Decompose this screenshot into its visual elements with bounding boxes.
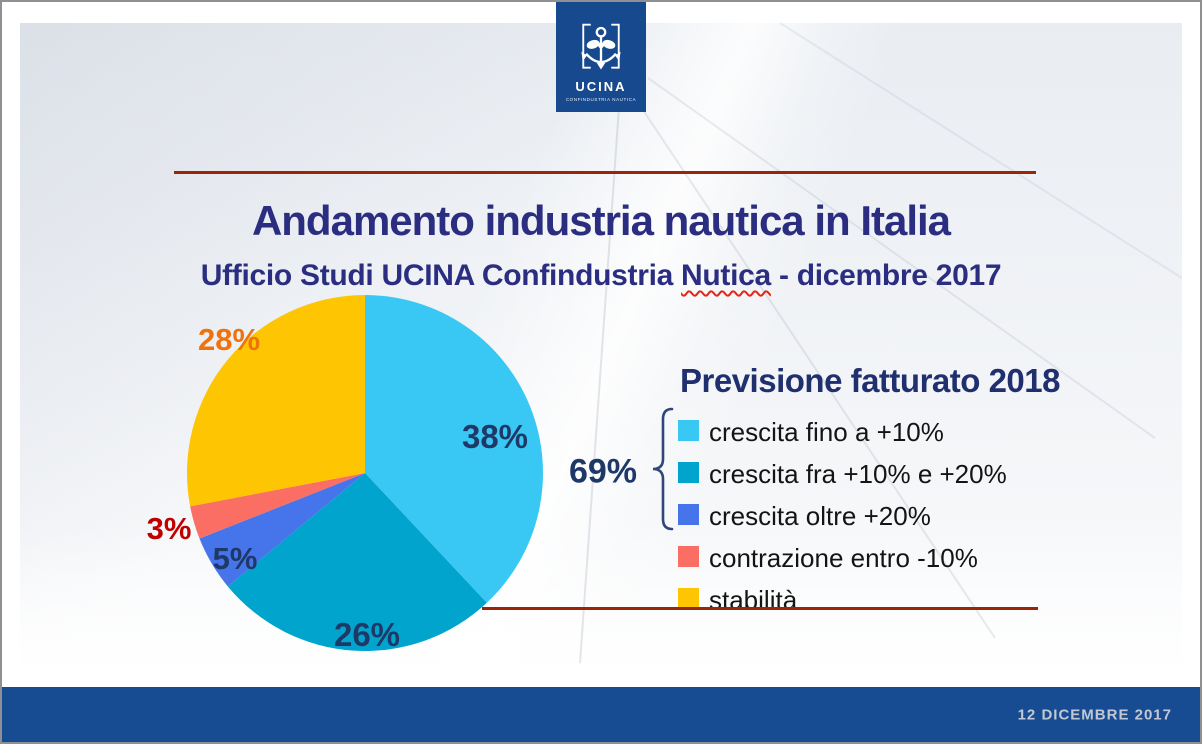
legend-group-brace xyxy=(652,407,674,531)
legend-title: Previsione fatturato 2018 xyxy=(680,362,1061,399)
pie-group-total-label: 69% xyxy=(568,452,638,491)
legend: crescita fino a +10% crescita fra +10% e… xyxy=(678,411,1007,621)
legend-swatch-salmon xyxy=(678,545,699,567)
legend-item-label: stabilità xyxy=(709,584,798,615)
legend-item: crescita oltre +20% xyxy=(678,495,1007,537)
legend-item: contrazione entro -10% xyxy=(678,537,1007,579)
pie-chart xyxy=(187,295,543,651)
pie-slice-2 xyxy=(199,473,365,587)
legend-item: crescita fino a +10% xyxy=(678,411,1007,453)
pie-label-contrazione: 3% xyxy=(146,511,192,546)
ucina-logo: UCINA CONFINDUSTRIA NAUTICA xyxy=(556,2,646,112)
subtitle-misspelled-word: Nutica xyxy=(681,259,771,292)
pie-label-crescita-fra: 26% xyxy=(333,616,401,653)
legend-item-label: crescita oltre +20% xyxy=(709,500,931,531)
logo-name: UCINA xyxy=(575,79,627,94)
legend-item-label: crescita fra +10% e +20% xyxy=(709,458,1007,489)
pie-slice-1 xyxy=(227,473,487,651)
legend-swatch-teal xyxy=(678,461,699,483)
legend-swatch-blue xyxy=(678,503,699,525)
legend-item: stabilità xyxy=(678,579,1007,621)
anchor-propeller-icon xyxy=(581,23,621,70)
slide-title: Andamento industria nautica in Italia xyxy=(251,197,951,244)
pie-label-stabilita: 28% xyxy=(197,322,261,357)
pie-slice-4 xyxy=(187,295,365,507)
pie-label-crescita-fino: 38% xyxy=(461,418,529,455)
subtitle-prefix: Ufficio Studi UCINA Confindustria xyxy=(200,259,682,292)
legend-item: crescita fra +10% e +20% xyxy=(678,453,1007,495)
slide-subtitle: Ufficio Studi UCINA Confindustria Nutica… xyxy=(2,259,1200,293)
legend-item-label: contrazione entro -10% xyxy=(709,542,978,573)
subtitle-suffix: - dicembre 2017 xyxy=(770,259,1002,292)
background-rigging-lines xyxy=(579,23,1182,664)
pie-slice-0 xyxy=(365,295,543,603)
title-divider-line xyxy=(174,171,1036,174)
footer-date: 12 DICEMBRE 2017 xyxy=(1017,706,1172,723)
legend-item-label: crescita fino a +10% xyxy=(709,416,944,447)
legend-divider-line xyxy=(482,607,1038,610)
pie-label-crescita-oltre: 5% xyxy=(212,541,258,576)
legend-swatch-cyan xyxy=(678,419,699,441)
footer-bar: 12 DICEMBRE 2017 xyxy=(2,687,1200,742)
pie-slice-3 xyxy=(190,473,365,539)
logo-tagline: CONFINDUSTRIA NAUTICA xyxy=(565,97,637,102)
legend-swatch-yellow xyxy=(678,587,699,609)
